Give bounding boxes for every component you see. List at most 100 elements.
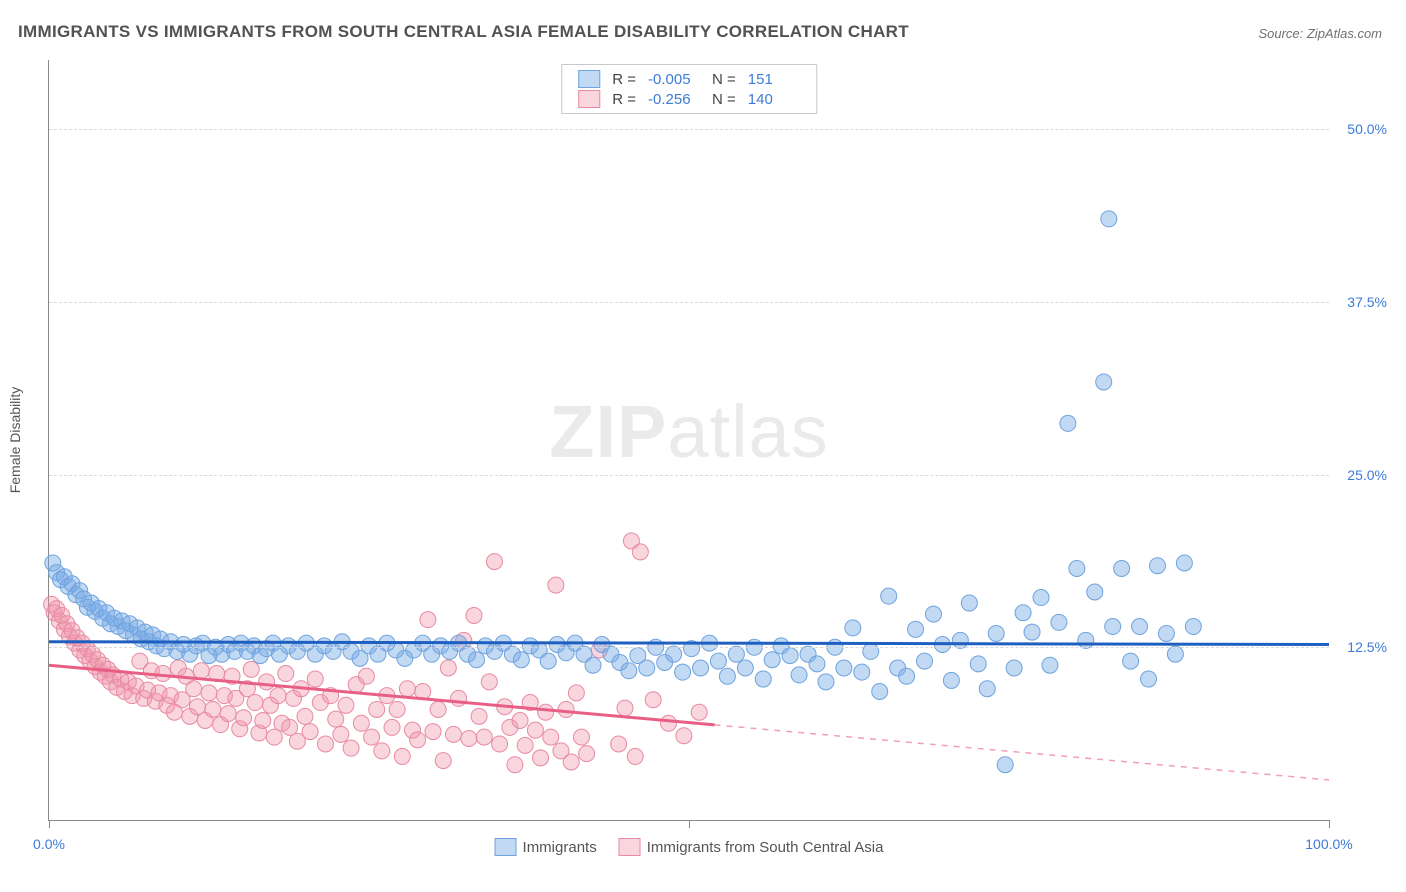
scatter-point (255, 713, 271, 729)
scatter-point (1006, 660, 1022, 676)
scatter-point (836, 660, 852, 676)
scatter-point (728, 646, 744, 662)
scatter-point (440, 660, 456, 676)
scatter-point (451, 690, 467, 706)
legend-bottom-item: Immigrants from South Central Asia (619, 838, 884, 856)
y-tick-label: 12.5% (1335, 639, 1387, 655)
scatter-point (527, 722, 543, 738)
scatter-point (1176, 555, 1192, 571)
scatter-point (908, 621, 924, 637)
scatter-point (627, 748, 643, 764)
scatter-point (899, 668, 915, 684)
chart-source: Source: ZipAtlas.com (1258, 26, 1382, 41)
scatter-point (1087, 584, 1103, 600)
scatter-point (573, 729, 589, 745)
scatter-point (961, 595, 977, 611)
scatter-point (676, 728, 692, 744)
legend-n-label: N = (706, 89, 742, 109)
y-axis-title: Female Disability (7, 387, 23, 494)
x-tick (689, 820, 690, 828)
scatter-point (1042, 657, 1058, 673)
scatter-point (410, 732, 426, 748)
legend-r-label: R = (606, 89, 642, 109)
scatter-point (845, 620, 861, 636)
scatter-point (666, 646, 682, 662)
scatter-point (466, 607, 482, 623)
scatter-point (693, 660, 709, 676)
scatter-point (585, 657, 601, 673)
scatter-point (243, 661, 259, 677)
scatter-point (461, 730, 477, 746)
scatter-point (548, 577, 564, 593)
scatter-point (512, 713, 528, 729)
scatter-point (333, 726, 349, 742)
legend-r-value: -0.005 (648, 71, 700, 88)
scatter-point (513, 652, 529, 668)
scatter-point (492, 736, 508, 752)
scatter-point (430, 701, 446, 717)
scatter-point (540, 653, 556, 669)
scatter-point (1024, 624, 1040, 640)
x-tick (1329, 820, 1330, 828)
y-tick-label: 37.5% (1335, 294, 1387, 310)
scatter-point (997, 757, 1013, 773)
scatter-point (1051, 614, 1067, 630)
x-tick-label: 0.0% (33, 836, 65, 852)
x-tick (49, 820, 50, 828)
scatter-point (809, 656, 825, 672)
legend-row: R = -0.256 N = 140 (572, 89, 806, 109)
scatter-point (719, 668, 735, 684)
scatter-point (236, 710, 252, 726)
scatter-point (384, 719, 400, 735)
scatter-point (278, 666, 294, 682)
scatter-point (579, 746, 595, 762)
scatter-point (1114, 561, 1130, 577)
scatter-point (632, 544, 648, 560)
scatter-point (943, 672, 959, 688)
scatter-point (881, 588, 897, 604)
legend-top: R =-0.005N =151R =-0.256N =140 (561, 64, 817, 114)
legend-bottom: ImmigrantsImmigrants from South Central … (495, 838, 884, 856)
scatter-point (691, 704, 707, 720)
legend-r-value: -0.256 (648, 91, 700, 108)
gridline (49, 302, 1329, 303)
scatter-point (394, 748, 410, 764)
scatter-point (481, 674, 497, 690)
legend-swatch (578, 70, 600, 88)
scatter-point (1060, 415, 1076, 431)
scatter-point (205, 701, 221, 717)
scatter-point (1158, 625, 1174, 641)
scatter-point (1033, 590, 1049, 606)
scatter-point (435, 753, 451, 769)
scatter-point (558, 701, 574, 717)
scatter-point (486, 554, 502, 570)
scatter-point (369, 701, 385, 717)
x-tick-label: 100.0% (1305, 836, 1352, 852)
scatter-point (952, 632, 968, 648)
scatter-point (307, 671, 323, 687)
scatter-point (1167, 646, 1183, 662)
legend-n-value: 140 (748, 91, 800, 108)
scatter-point (563, 754, 579, 770)
scatter-point (1132, 619, 1148, 635)
scatter-point (970, 656, 986, 672)
scatter-point (259, 674, 275, 690)
scatter-point (1185, 619, 1201, 635)
scatter-point (1105, 619, 1121, 635)
scatter-point (675, 664, 691, 680)
gridline (49, 475, 1329, 476)
chart-title: IMMIGRANTS VS IMMIGRANTS FROM SOUTH CENT… (18, 22, 909, 42)
scatter-point (854, 664, 870, 680)
scatter-point (302, 724, 318, 740)
scatter-point (538, 704, 554, 720)
scatter-point (297, 708, 313, 724)
scatter-point (193, 663, 209, 679)
scatter-point (568, 685, 584, 701)
scatter-point (507, 757, 523, 773)
scatter-point (617, 700, 633, 716)
scatter-point (645, 692, 661, 708)
scatter-point (445, 726, 461, 742)
scatter-point (389, 701, 405, 717)
scatter-point (988, 625, 1004, 641)
legend-r-label: R = (606, 69, 642, 89)
